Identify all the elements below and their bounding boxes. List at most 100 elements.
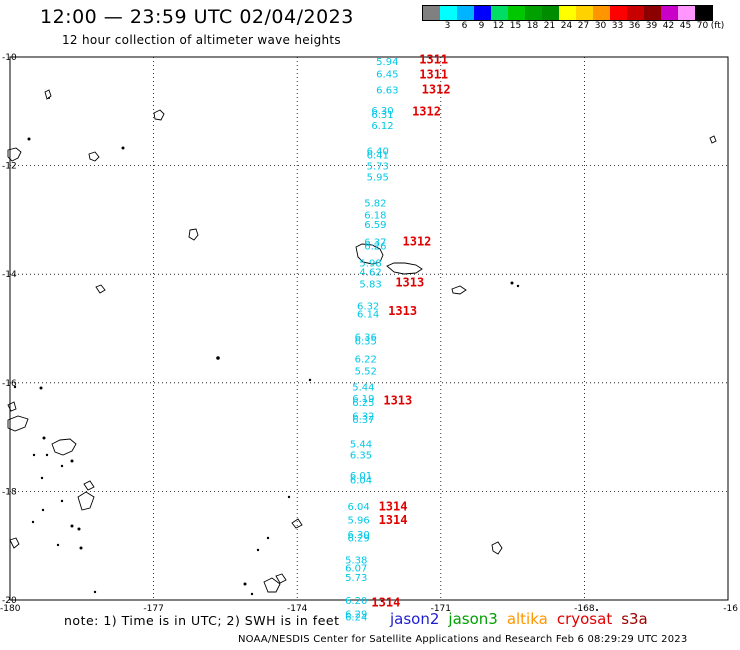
colorbar-label: 15 <box>509 21 522 31</box>
latitude-labels: -10 -12 -14 -16 -18 -20 <box>2 53 17 606</box>
colorbar-label: 9 <box>478 21 485 31</box>
footer-credit: NOAA/NESDIS Center for Satellite Applica… <box>238 634 688 645</box>
wave-height-value: 6.45 <box>376 69 398 80</box>
island-tonga-1 <box>291 518 303 529</box>
colorbar-swatch <box>457 6 474 20</box>
wave-height-value: 6.37 <box>364 238 386 249</box>
island-savaii <box>355 243 384 265</box>
wave-height-value: 6.30 <box>347 530 369 541</box>
colorbar-swatch <box>593 6 610 20</box>
island-atoll-4 <box>7 147 22 162</box>
colorbar-label: 39 <box>645 21 658 31</box>
wave-height-value: 5.96 <box>347 516 369 527</box>
wave-height-value: 5.82 <box>364 199 386 210</box>
pass-time-label: 1313 <box>388 304 417 318</box>
coastline-islands <box>7 89 717 593</box>
island-atoll-5 <box>88 151 100 162</box>
wave-height-value: 6.14 <box>357 309 379 320</box>
wave-height-value: 5.95 <box>367 172 389 183</box>
satellite-legend: jason2 jason3 altika cryosat s3a <box>390 610 657 628</box>
colorbar-swatch <box>525 6 542 20</box>
colorbar-swatch <box>644 6 661 20</box>
pass-time-label: 1311 <box>419 67 448 81</box>
wave-height-value: 6.30 <box>371 106 393 117</box>
small-islets <box>13 97 598 611</box>
colorbar-unit: (ft) <box>710 21 725 31</box>
colorbar-label: 3 <box>444 21 451 31</box>
island-fiji-4 <box>83 480 95 491</box>
colorbar-swatch <box>610 6 627 20</box>
colorbar-label: 12 <box>492 21 505 31</box>
wave-height-value: 6.40 <box>367 146 389 157</box>
island-atoll-7 <box>451 285 467 295</box>
wave-height-value: 6.32 <box>357 302 379 313</box>
legend-item-jason3: jason3 <box>448 610 498 628</box>
colorbar-swatch <box>542 6 559 20</box>
wave-height-value: 6.35 <box>355 336 377 347</box>
colorbar-label: 6 <box>461 21 468 31</box>
wave-height-value: 6.18 <box>364 210 386 221</box>
wave-height-value: 6.31 <box>371 110 393 121</box>
wave-height-value: 6.29 <box>345 610 367 621</box>
map-frame <box>9 56 729 601</box>
colorbar-swatch <box>695 6 712 20</box>
wave-height-value: 6.32 <box>352 411 374 422</box>
colorbar-swatch <box>627 6 644 20</box>
colorbar-label: 18 <box>526 21 539 31</box>
colorbar-swatch <box>678 6 695 20</box>
wave-height-values: 5.946.456.636.306.316.126.406.415.735.95… <box>345 57 398 623</box>
note-text: note: 1) Time is in UTC; 2) SWH is in fe… <box>64 613 340 628</box>
island-atoll-8 <box>491 541 503 555</box>
wave-height-value: 6.22 <box>355 354 377 365</box>
wave-height-colorbar <box>422 5 713 21</box>
latitude-label: -14 <box>2 270 17 280</box>
wave-height-value: 5.44 <box>350 440 372 451</box>
wave-height-value: 6.37 <box>352 415 374 426</box>
wave-height-value: 5.52 <box>355 366 377 377</box>
wave-height-value: 6.24 <box>345 612 367 623</box>
colorbar-label: 42 <box>662 21 675 31</box>
colorbar-swatch <box>440 6 457 20</box>
graticule <box>10 57 728 600</box>
wave-height-value: 6.41 <box>367 151 389 162</box>
island-atoll-2 <box>188 228 199 241</box>
longitude-labels: -180 -177 -174 -171 -168 -16 <box>0 604 738 614</box>
page-title: 12:00 — 23:59 UTC 02/04/2023 <box>40 6 354 28</box>
wave-height-value: 6.19 <box>352 394 374 405</box>
pass-time-label: 1314 <box>379 513 408 527</box>
latitude-label: -18 <box>2 487 17 497</box>
legend-item-s3a: s3a <box>621 610 648 628</box>
island-tonga-2 <box>263 577 281 593</box>
colorbar-swatch <box>508 6 525 20</box>
latitude-label: -10 <box>2 53 17 63</box>
latitude-label: -16 <box>2 379 17 389</box>
wave-height-value: 5.73 <box>367 162 389 173</box>
wave-height-value: 5.38 <box>345 555 367 566</box>
wave-height-value: 6.35 <box>350 450 372 461</box>
pass-time-label: 1312 <box>422 83 451 97</box>
wave-height-value: 6.29 <box>347 534 369 545</box>
wave-height-value: 5.94 <box>376 57 398 68</box>
island-atoll-6 <box>95 284 106 294</box>
latitude-label: -20 <box>2 596 17 606</box>
island-fiji-5 <box>9 537 20 549</box>
island-atoll-9 <box>709 135 717 144</box>
pass-time-label: 1314 <box>379 500 408 514</box>
longitude-label: -168 <box>574 604 595 614</box>
legend-item-jason2: jason2 <box>390 610 440 628</box>
colorbar-swatch <box>423 6 440 20</box>
wave-height-value: 5.98 <box>359 258 381 269</box>
legend-item-cryosat: cryosat <box>556 610 613 628</box>
wave-height-value: 4.62 <box>359 267 381 278</box>
wave-height-value: 5.44 <box>352 383 374 394</box>
pass-time-label: 1312 <box>412 104 441 118</box>
colorbar-label: 30 <box>594 21 607 31</box>
longitude-label: -171 <box>431 604 451 614</box>
colorbar-swatch <box>559 6 576 20</box>
wave-height-value: 6.04 <box>350 475 372 486</box>
colorbar-label: 33 <box>611 21 624 31</box>
island-fiji-3 <box>77 491 95 511</box>
colorbar-label: 70 <box>696 21 709 31</box>
longitude-label: -177 <box>143 604 163 614</box>
